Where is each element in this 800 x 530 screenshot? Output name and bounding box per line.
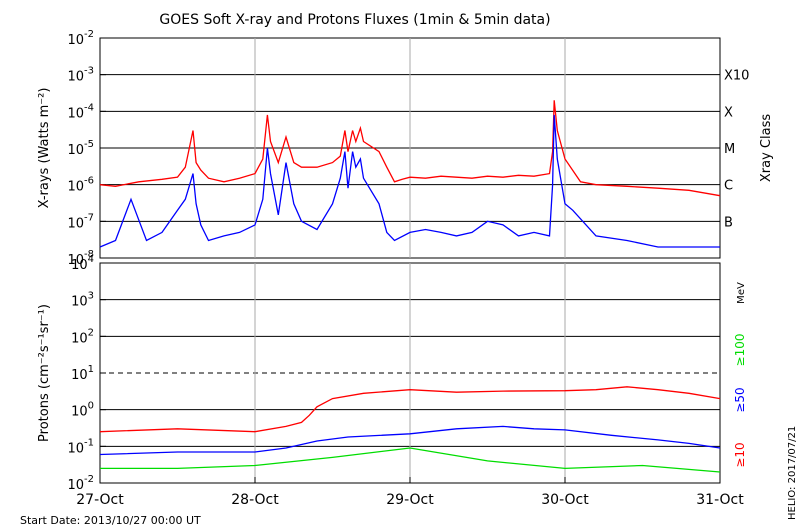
xray-class-label: B: [724, 215, 733, 230]
xray-class-label: C: [724, 179, 733, 194]
start-date-label: Start Date: 2013/10/27 00:00 UT: [20, 514, 201, 527]
y-tick-label: 10-2: [67, 474, 94, 493]
xray-class-label: X10: [724, 69, 749, 84]
energy-label: ≥50: [733, 387, 747, 412]
energy-label: ≥10: [733, 442, 747, 467]
x-tick-label: 31-Oct: [696, 492, 744, 508]
x-tick-label: 28-Oct: [231, 492, 279, 508]
y-tick-label: 10-5: [67, 139, 94, 158]
y-tick-label: 102: [71, 327, 94, 346]
xray-class-title: Xray Class: [759, 114, 774, 182]
y-tick-label: 10-6: [67, 176, 94, 195]
xray-panel: 10-2 10-3 10-4 10-5 10-6 10-7 10-8 X-rays (Watt…: [37, 29, 774, 268]
y-tick-label: 10-8: [67, 249, 94, 268]
x-axis: 27-Oct 28-Oct 29-Oct 30-Oct 31-Oct: [76, 477, 744, 508]
xray-class-label: M: [724, 142, 735, 157]
series-line-proton-0: [99, 386, 721, 433]
proton-panel: 104 103 102 101 100 10-1 10-2 Protons (cm⁻²s⁻¹s…: [37, 254, 747, 493]
y-tick-label: 10-4: [67, 102, 94, 121]
x-tick-label: 30-Oct: [541, 492, 589, 508]
y-tick-label: 10-7: [67, 212, 94, 231]
x-tick-label: 27-Oct: [76, 492, 124, 508]
y-tick-label: 10-1: [67, 437, 94, 456]
credit-label: HELIO: 2017/07/21: [787, 426, 798, 520]
x-tick-label: 29-Oct: [386, 492, 434, 508]
y-tick-label: 104: [71, 254, 94, 273]
chart-title: GOES Soft X-ray and Protons Fluxes (1min…: [159, 12, 550, 28]
y-tick-label: 100: [71, 401, 94, 420]
series-line-proton-2: [100, 447, 721, 473]
y-axis-label: Protons (cm⁻²s⁻¹sr⁻¹): [37, 304, 52, 442]
xray-class-label: X: [724, 105, 733, 120]
y-axis-label: X-rays (Watts m⁻²): [37, 88, 52, 209]
units-label: MeV: [736, 282, 747, 304]
y-tick-label: 10-3: [67, 66, 94, 85]
series-line-xray-1: [99, 114, 720, 248]
series-line-proton-1: [99, 425, 721, 456]
energy-label: ≥100: [733, 334, 747, 367]
y-tick-label: 10-2: [67, 29, 94, 48]
y-tick-label: 103: [71, 291, 94, 310]
y-tick-label: 101: [71, 364, 94, 383]
